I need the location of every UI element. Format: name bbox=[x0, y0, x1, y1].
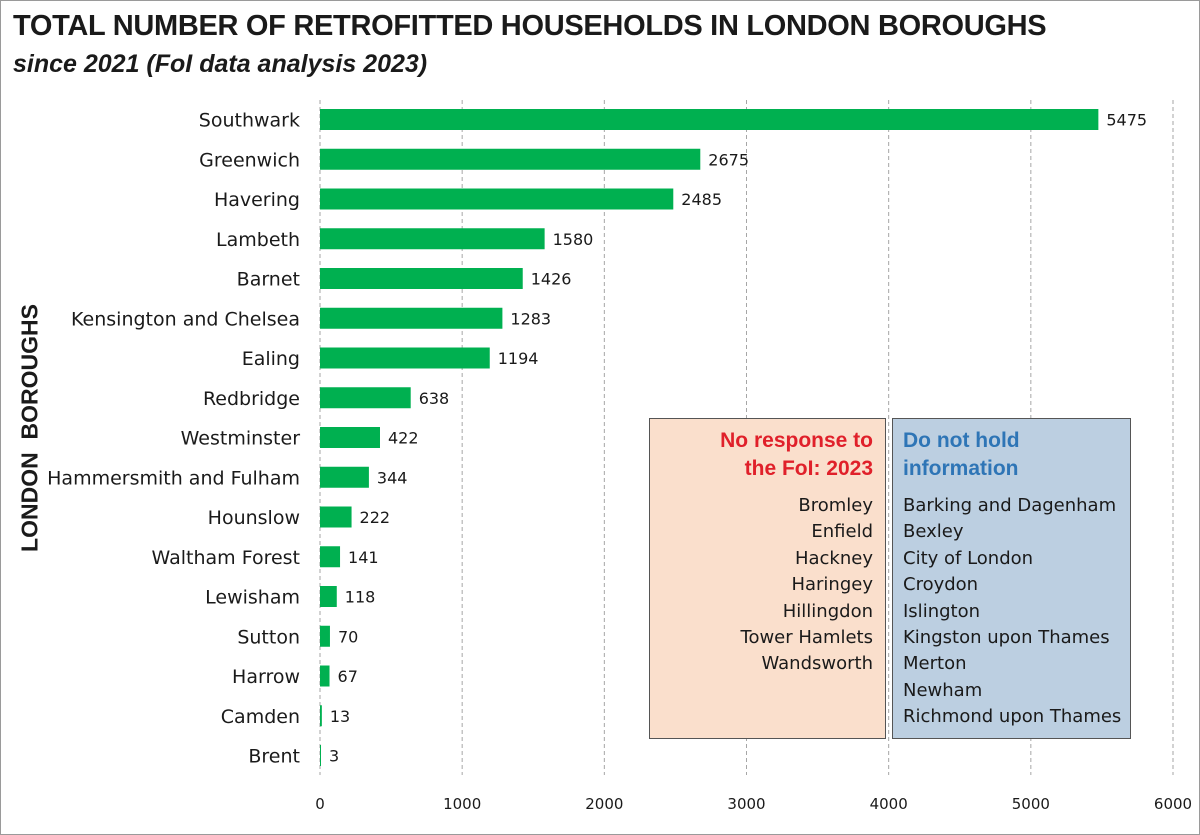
do-not-hold-title-line-2: information bbox=[903, 457, 1019, 480]
x-tick-label: 4000 bbox=[870, 795, 908, 813]
list-item: Bexley bbox=[903, 521, 964, 543]
list-item: City of London bbox=[903, 547, 1034, 569]
category-label: Lewisham bbox=[205, 587, 300, 609]
do-not-hold-title-line-1: Do not hold bbox=[903, 429, 1020, 452]
x-tick-label: 6000 bbox=[1154, 795, 1192, 813]
do-not-hold-list: Barking and Dagenham Bexley City of Lond… bbox=[903, 493, 1130, 731]
category-label: Havering bbox=[214, 189, 300, 211]
bar bbox=[320, 586, 337, 607]
no-response-list: Bromley Enfield Hackney Haringey Hilling… bbox=[650, 493, 873, 678]
category-label: Westminster bbox=[181, 428, 301, 450]
list-item: Hackney bbox=[794, 547, 873, 569]
value-label: 70 bbox=[338, 627, 358, 646]
x-tick-label: 3000 bbox=[727, 795, 765, 813]
category-label: Redbridge bbox=[203, 388, 300, 410]
bar bbox=[320, 268, 523, 289]
value-label: 118 bbox=[345, 588, 376, 607]
list-item: Tower Hamlets bbox=[740, 627, 873, 649]
value-label: 1194 bbox=[498, 349, 539, 368]
value-label: 1580 bbox=[553, 230, 594, 249]
value-label: 13 bbox=[330, 707, 350, 726]
bar bbox=[320, 228, 545, 250]
bar bbox=[320, 625, 330, 647]
list-item: Wandsworth bbox=[761, 653, 874, 675]
value-label: 422 bbox=[388, 429, 419, 448]
do-not-hold-title: Do not hold information bbox=[903, 427, 1130, 483]
bar bbox=[320, 347, 490, 369]
chart-subtitle: since 2021 (FoI data analysis 2023) bbox=[13, 50, 428, 78]
list-item: Enfield bbox=[811, 521, 873, 543]
category-label: Harrow bbox=[232, 666, 300, 688]
category-label: Waltham Forest bbox=[152, 547, 300, 569]
bar bbox=[320, 665, 330, 687]
bar bbox=[320, 188, 674, 210]
value-label: 2675 bbox=[708, 150, 749, 169]
x-tick-label: 2000 bbox=[585, 795, 623, 813]
category-label: Ealing bbox=[242, 348, 300, 370]
no-response-title-line-2: the FoI: 2023 bbox=[744, 457, 873, 480]
chart-title: TOTAL NUMBER OF RETROFITTED HOUSEHOLDS I… bbox=[13, 10, 1047, 42]
category-label: Lambeth bbox=[216, 229, 300, 251]
category-label: Southwark bbox=[199, 110, 300, 132]
value-label: 67 bbox=[338, 667, 358, 686]
list-item: Bromley bbox=[798, 495, 873, 516]
list-item: Islington bbox=[903, 600, 981, 622]
x-tick-label: 1000 bbox=[443, 795, 481, 813]
bar bbox=[320, 427, 380, 448]
value-label: 141 bbox=[348, 548, 379, 567]
no-response-title: No response to the FoI: 2023 bbox=[650, 427, 873, 483]
bar bbox=[320, 307, 503, 329]
category-label: Hammersmith and Fulham bbox=[47, 467, 300, 489]
no-response-box: No response to the FoI: 2023 Bromley Enf… bbox=[649, 418, 886, 739]
list-item: Merton bbox=[903, 653, 967, 675]
do-not-hold-box: Do not hold information Barking and Dage… bbox=[892, 418, 1131, 739]
no-response-title-line-1: No response to bbox=[720, 429, 873, 452]
category-label: Hounslow bbox=[208, 507, 300, 529]
list-item: Newham bbox=[903, 679, 983, 701]
value-label: 5475 bbox=[1106, 111, 1147, 130]
bar bbox=[320, 705, 322, 727]
category-label: Barnet bbox=[237, 269, 300, 291]
bar bbox=[320, 387, 411, 409]
value-label: 638 bbox=[419, 389, 450, 408]
list-item: Barking and Dagenham bbox=[903, 495, 1117, 516]
value-label: 2485 bbox=[681, 190, 722, 209]
x-tick-label: 5000 bbox=[1012, 795, 1050, 813]
value-label: 1283 bbox=[510, 309, 551, 328]
category-label: Camden bbox=[221, 706, 300, 728]
list-item: Haringey bbox=[791, 574, 873, 596]
list-item: Hillingdon bbox=[782, 600, 873, 622]
x-tick-label: 0 bbox=[315, 795, 325, 813]
bar bbox=[320, 546, 341, 568]
category-label: Kensington and Chelsea bbox=[71, 308, 300, 330]
bar bbox=[320, 745, 321, 766]
category-label: Brent bbox=[248, 746, 300, 768]
bar bbox=[320, 506, 352, 528]
value-label: 344 bbox=[377, 468, 408, 487]
bar bbox=[320, 466, 369, 488]
value-label: 222 bbox=[360, 508, 391, 527]
bar bbox=[320, 109, 1099, 130]
bar bbox=[320, 148, 701, 170]
list-item: Richmond upon Thames bbox=[903, 706, 1122, 728]
value-label: 1426 bbox=[531, 270, 572, 289]
list-item: Kingston upon Thames bbox=[903, 627, 1110, 649]
value-label: 3 bbox=[329, 747, 339, 766]
category-label: Sutton bbox=[237, 626, 300, 648]
category-label: Greenwich bbox=[199, 149, 300, 171]
list-item: Croydon bbox=[903, 574, 979, 596]
